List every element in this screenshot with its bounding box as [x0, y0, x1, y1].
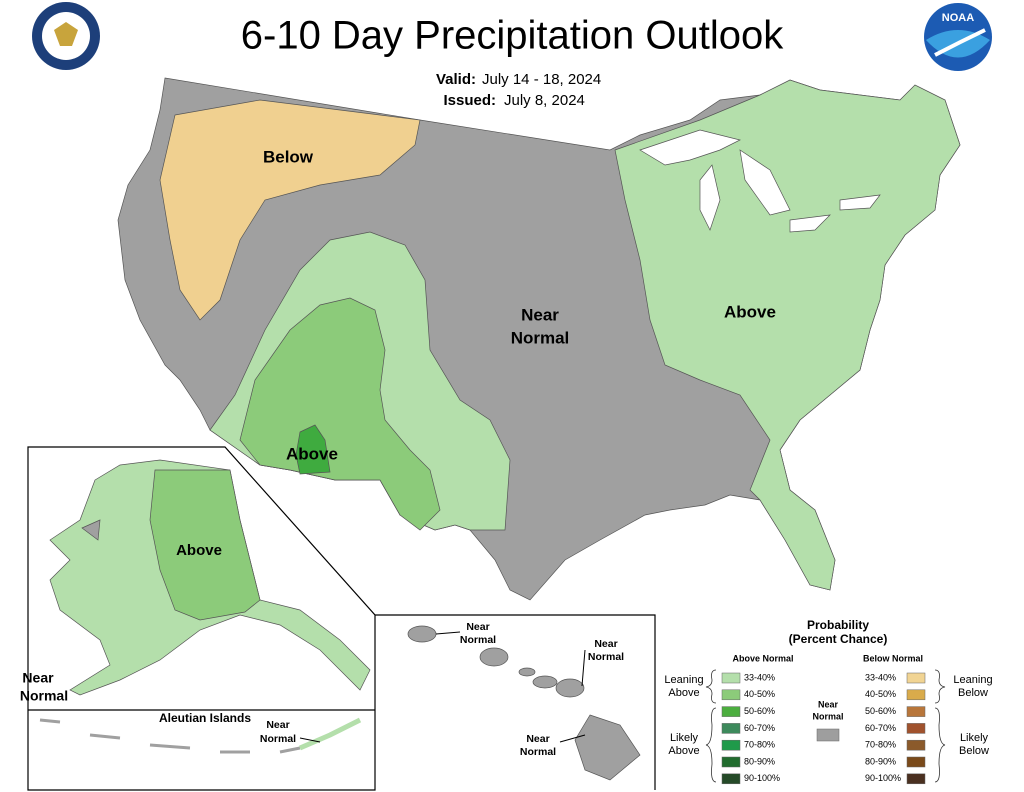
- legend-swatch: [906, 689, 926, 701]
- region-label: Near: [594, 638, 617, 650]
- legend: Probability (Percent Chance) Above Norma…: [664, 618, 993, 785]
- legend-group: Likely: [670, 732, 699, 744]
- region-label: Near: [466, 621, 489, 633]
- legend-swatch: [721, 723, 741, 734]
- hawaii: [407, 625, 641, 781]
- legend-swatch: [721, 739, 741, 751]
- legend-range: 90-100%: [865, 773, 901, 783]
- legend-title: Probability: [807, 618, 869, 632]
- inset-title: Aleutian Islands: [159, 711, 251, 725]
- region-label: Normal: [588, 651, 624, 663]
- legend-heading: Below Normal: [863, 653, 923, 663]
- legend-swatch: [721, 689, 741, 701]
- legend-range: 33-40%: [865, 672, 896, 682]
- legend-group: Likely: [960, 732, 989, 744]
- region-label: Above: [286, 444, 338, 463]
- conus: [117, 77, 961, 601]
- region-label: Below: [263, 147, 314, 166]
- legend-swatch: [906, 706, 926, 717]
- region-label: Normal: [20, 688, 68, 704]
- inset-frames: [27, 446, 656, 791]
- map-labels: Below Near Normal Above Above Above Near…: [20, 147, 776, 757]
- legend-title: (Percent Chance): [789, 632, 888, 646]
- legend-range: 70-80%: [865, 740, 896, 750]
- legend-range: 70-80%: [744, 740, 775, 750]
- legend-range: 90-100%: [744, 773, 780, 783]
- legend-group: Above: [668, 687, 699, 699]
- legend-swatch: [721, 773, 741, 785]
- legend-swatch: [906, 756, 926, 768]
- legend-range: 40-50%: [744, 689, 775, 699]
- issued-label: Issued:: [443, 92, 496, 109]
- region-label: Above: [724, 302, 776, 321]
- region-label: Normal: [260, 733, 296, 745]
- legend-swatch: [816, 728, 840, 742]
- noaa-logo: NOAA: [924, 3, 992, 71]
- region-label: Normal: [511, 328, 570, 347]
- legend-swatch: [721, 706, 741, 717]
- region-label: Above: [176, 542, 222, 559]
- legend-group: Leaning: [664, 674, 703, 686]
- region-label: Normal: [460, 634, 496, 646]
- legend-group: Above: [668, 745, 699, 757]
- region-label: Near: [266, 719, 289, 731]
- legend-swatch: [906, 773, 926, 785]
- legend-range: 80-90%: [744, 756, 775, 766]
- region-label: Near: [22, 670, 54, 686]
- title: 6-10 Day Precipitation Outlook: [241, 14, 785, 58]
- legend-group: Normal: [812, 711, 843, 721]
- legend-range: 80-90%: [865, 756, 896, 766]
- alaska: [49, 459, 371, 696]
- noaa-text: NOAA: [942, 12, 974, 24]
- legend-range: 60-70%: [744, 723, 775, 733]
- legend-group: Below: [958, 687, 988, 699]
- legend-range: 60-70%: [865, 723, 896, 733]
- issued-date: July 8, 2024: [504, 92, 585, 109]
- legend-group: Leaning: [953, 674, 992, 686]
- region-label: Near: [521, 305, 559, 324]
- region-label: Near: [526, 733, 549, 745]
- commerce-seal: [32, 2, 100, 70]
- valid-dates: July 14 - 18, 2024: [482, 71, 601, 88]
- legend-group: Below: [959, 745, 989, 757]
- legend-range: 50-60%: [865, 706, 896, 716]
- legend-swatch: [906, 723, 926, 734]
- legend-swatch: [906, 672, 926, 684]
- valid-label: Valid:: [436, 71, 476, 88]
- legend-swatch: [721, 672, 741, 684]
- leader-lines: [299, 631, 586, 743]
- legend-swatch: [906, 739, 926, 751]
- legend-heading: Above Normal: [732, 653, 793, 663]
- region-label: Normal: [520, 746, 556, 758]
- legend-group: Near: [818, 699, 839, 709]
- legend-braces: [705, 669, 946, 783]
- legend-range: 33-40%: [744, 672, 775, 682]
- legend-range: 50-60%: [744, 706, 775, 716]
- legend-swatch: [721, 756, 741, 768]
- legend-range: 40-50%: [865, 689, 896, 699]
